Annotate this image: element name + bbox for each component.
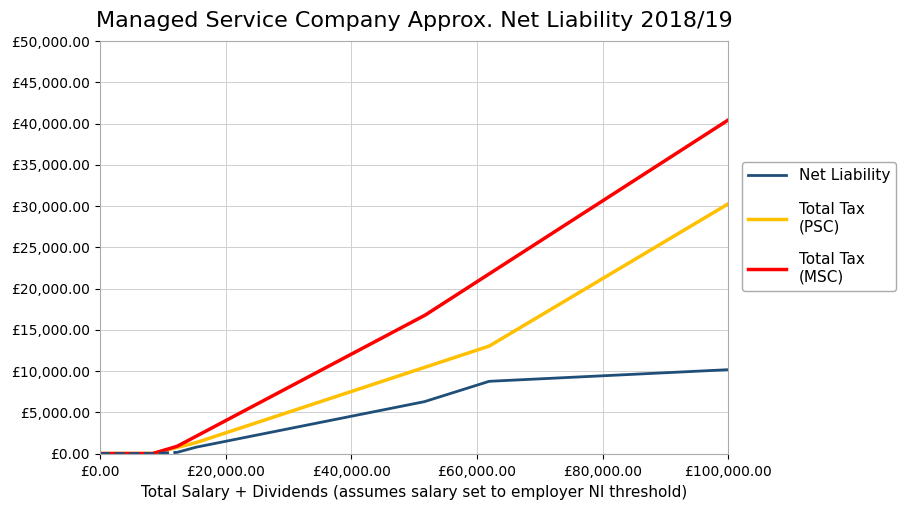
Line: Total Tax
(MSC): Total Tax (MSC): [100, 120, 728, 454]
Net Liability: [643, 370, 654, 377]
Total Tax
(MSC): [723, 117, 734, 123]
Title: Managed Service Company Approx. Net Liability 2018/19: Managed Service Company Approx. Net Liab…: [95, 11, 733, 31]
Total Tax
(PSC): [723, 201, 734, 207]
Total Tax
(MSC): [596, 199, 607, 205]
Line: Net Liability: Net Liability: [175, 369, 728, 452]
Total Tax
(MSC): [585, 206, 596, 212]
Legend: Net Liability, Total Tax
(PSC), Total Tax
(MSC): Net Liability, Total Tax (PSC), Total Ta…: [742, 162, 896, 291]
Line: Total Tax
(PSC): Total Tax (PSC): [100, 204, 728, 454]
Total Tax
(MSC): [349, 350, 360, 356]
Total Tax
(MSC): [94, 451, 105, 457]
Total Tax
(PSC): [371, 380, 382, 386]
Total Tax
(PSC): [526, 318, 537, 324]
Total Tax
(PSC): [159, 448, 170, 454]
Total Tax
(MSC): [526, 244, 537, 250]
Net Liability: [599, 373, 610, 379]
Net Liability: [239, 435, 250, 441]
Net Liability: [170, 449, 181, 455]
Total Tax
(PSC): [585, 283, 596, 289]
Total Tax
(PSC): [94, 451, 105, 457]
Total Tax
(PSC): [596, 276, 607, 283]
Net Liability: [723, 366, 734, 373]
Total Tax
(MSC): [371, 338, 382, 344]
Total Tax
(PSC): [349, 387, 360, 393]
Net Liability: [230, 436, 241, 443]
X-axis label: Total Salary + Dividends (assumes salary set to employer NI threshold): Total Salary + Dividends (assumes salary…: [141, 485, 687, 500]
Net Liability: [333, 415, 344, 422]
Total Tax
(MSC): [159, 447, 170, 453]
Net Liability: [554, 375, 565, 381]
